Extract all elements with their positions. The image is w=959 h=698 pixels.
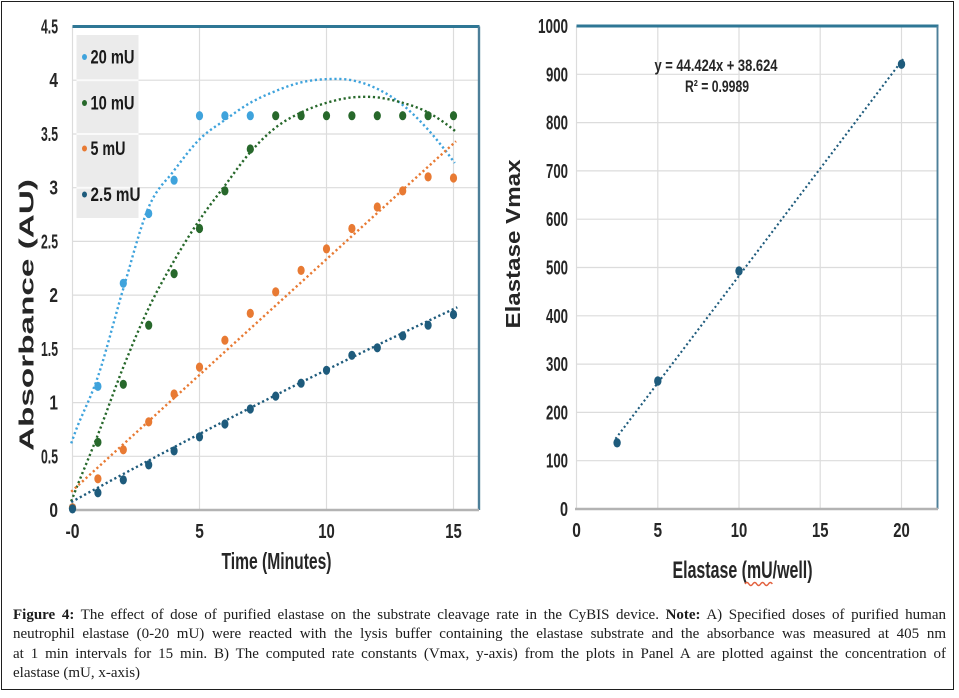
svg-text:15: 15 (812, 520, 829, 542)
svg-text:10 mU: 10 mU (91, 94, 135, 115)
svg-text:2.5: 2.5 (41, 231, 58, 253)
svg-text:20: 20 (893, 520, 910, 542)
svg-text:4: 4 (49, 70, 58, 92)
svg-text:5 mU: 5 mU (91, 139, 126, 160)
svg-text:Absorbance (AU): Absorbance (AU) (17, 179, 39, 451)
svg-text:5: 5 (195, 521, 204, 543)
svg-text:0: 0 (49, 500, 58, 522)
svg-text:1.5: 1.5 (41, 339, 58, 361)
svg-text:4.5: 4.5 (41, 17, 58, 39)
svg-text:1000: 1000 (538, 16, 568, 38)
svg-text:700: 700 (546, 161, 568, 183)
svg-text:10: 10 (731, 520, 748, 542)
svg-text:3.5: 3.5 (41, 124, 58, 146)
svg-text:15: 15 (445, 521, 462, 543)
svg-text:Elastase (mU/well): Elastase (mU/well) (673, 557, 813, 584)
svg-text:200: 200 (546, 402, 568, 424)
svg-text:Elastase Vmax: Elastase Vmax (503, 160, 525, 329)
svg-text:3: 3 (49, 178, 58, 200)
svg-text:0: 0 (560, 499, 568, 521)
svg-text:100: 100 (546, 451, 568, 473)
svg-text:500: 500 (546, 258, 568, 280)
svg-text:y = 44.424x + 38.624: y = 44.424x + 38.624 (655, 56, 778, 75)
svg-text:R² = 0.9989: R² = 0.9989 (685, 77, 749, 96)
svg-text:1: 1 (49, 393, 58, 415)
svg-text:800: 800 (546, 113, 568, 135)
svg-text:10: 10 (318, 521, 335, 543)
svg-text:2.5 mU: 2.5 mU (91, 185, 141, 206)
svg-text:900: 900 (546, 64, 568, 86)
svg-text:400: 400 (546, 306, 568, 328)
svg-text:Time (Minutes): Time (Minutes) (222, 548, 332, 574)
svg-text:20 mU: 20 mU (91, 48, 135, 69)
svg-text:2: 2 (49, 285, 58, 307)
svg-text:600: 600 (546, 209, 568, 231)
svg-text:0: 0 (572, 520, 581, 542)
svg-text:5: 5 (654, 520, 663, 542)
svg-text:-0: -0 (66, 521, 80, 543)
svg-text:300: 300 (546, 354, 568, 376)
svg-text:0.5: 0.5 (41, 446, 58, 468)
